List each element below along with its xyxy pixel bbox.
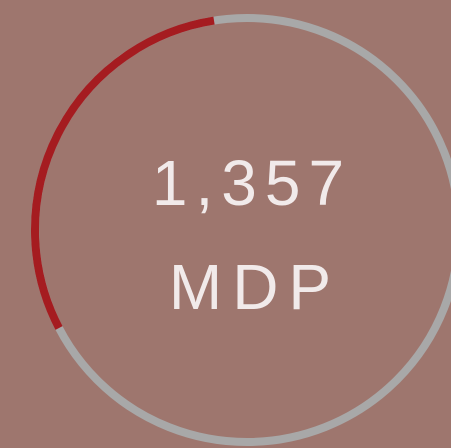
progress-arc xyxy=(31,16,215,330)
unit-text: MDP xyxy=(169,251,341,323)
value-text: 1,357 xyxy=(152,147,352,219)
